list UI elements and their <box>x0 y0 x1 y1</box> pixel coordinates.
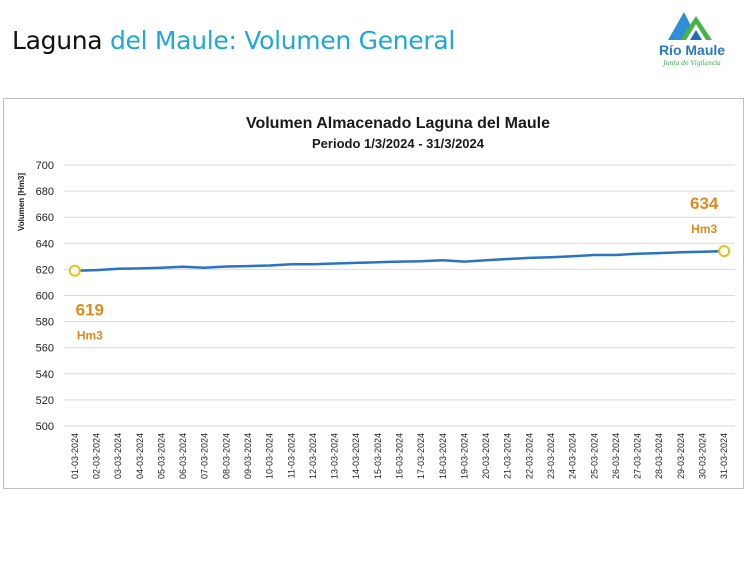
x-tick-23-03-2024: 23-03-2024 <box>546 433 556 479</box>
y-tick-700: 700 <box>36 160 54 172</box>
x-tick-01-03-2024: 01-03-2024 <box>70 433 80 479</box>
x-tick-10-03-2024: 10-03-2024 <box>265 433 275 479</box>
logo-tagline: Junta de Vigilancia <box>663 60 721 67</box>
annotation-start-value: 619 <box>76 301 104 320</box>
page-title-part1: Laguna <box>12 26 103 55</box>
x-tick-13-03-2024: 13-03-2024 <box>330 433 340 479</box>
x-tick-21-03-2024: 21-03-2024 <box>503 433 513 479</box>
x-tick-30-03-2024: 30-03-2024 <box>698 433 708 479</box>
x-tick-22-03-2024: 22-03-2024 <box>524 433 534 479</box>
x-tick-31-03-2024: 31-03-2024 <box>719 433 729 479</box>
y-tick-660: 660 <box>36 212 54 224</box>
y-tick-580: 580 <box>36 317 54 329</box>
x-tick-04-03-2024: 04-03-2024 <box>135 433 145 479</box>
y-tick-640: 640 <box>36 238 54 250</box>
x-tick-06-03-2024: 06-03-2024 <box>178 433 188 479</box>
annotation-start-unit: Hm3 <box>77 329 103 343</box>
x-tick-27-03-2024: 27-03-2024 <box>633 433 643 479</box>
endpoint-marker-0 <box>68 264 81 277</box>
volume-line-chart: Volumen Almacenado Laguna del Maule Peri… <box>17 115 735 479</box>
mountain-logo-icon <box>668 12 712 40</box>
chart-frame: Volumen Almacenado Laguna del Maule Peri… <box>3 98 744 489</box>
x-tick-07-03-2024: 07-03-2024 <box>200 433 210 479</box>
endpoint-marker-30 <box>718 245 731 258</box>
logo-name: Río Maule <box>658 42 726 58</box>
x-tick-17-03-2024: 17-03-2024 <box>416 433 426 479</box>
y-tick-500: 500 <box>36 421 54 433</box>
x-tick-03-03-2024: 03-03-2024 <box>113 433 123 479</box>
y-axis-label: Volumen [Hm3] <box>17 173 26 231</box>
chart-title: Volumen Almacenado Laguna del Maule <box>246 115 550 132</box>
x-tick-24-03-2024: 24-03-2024 <box>568 433 578 479</box>
x-tick-12-03-2024: 12-03-2024 <box>308 433 318 479</box>
x-tick-20-03-2024: 20-03-2024 <box>481 433 491 479</box>
page-title: Laguna del Maule: Volumen General <box>12 26 455 55</box>
x-tick-25-03-2024: 25-03-2024 <box>589 433 599 479</box>
y-tick-600: 600 <box>36 291 54 303</box>
x-tick-05-03-2024: 05-03-2024 <box>156 433 166 479</box>
grid-layer <box>64 164 735 427</box>
rio-maule-logo: Río Maule Junta de Vigilancia <box>646 8 738 74</box>
y-tick-labels: 500 520 540 560 580 600 620 640 660 680 700 <box>36 160 54 433</box>
annotation-layer: 619 Hm3 634 Hm3 <box>76 194 719 343</box>
x-tick-28-03-2024: 28-03-2024 <box>654 433 664 479</box>
x-tick-16-03-2024: 16-03-2024 <box>395 433 405 479</box>
x-tick-labels: 01-03-2024 02-03-2024 03-03-2024 04-03-2024… <box>70 433 729 479</box>
x-tick-14-03-2024: 14-03-2024 <box>351 433 361 479</box>
y-tick-680: 680 <box>36 186 54 198</box>
y-tick-540: 540 <box>36 369 54 381</box>
y-tick-560: 560 <box>36 343 54 355</box>
x-tick-09-03-2024: 09-03-2024 <box>243 433 253 479</box>
x-tick-08-03-2024: 08-03-2024 <box>221 433 231 479</box>
annotation-end-unit: Hm3 <box>691 222 717 236</box>
x-tick-11-03-2024: 11-03-2024 <box>286 433 296 478</box>
x-tick-29-03-2024: 29-03-2024 <box>676 433 686 479</box>
annotation-end-value: 634 <box>690 194 719 213</box>
x-tick-02-03-2024: 02-03-2024 <box>91 433 101 479</box>
series-layer <box>68 245 731 277</box>
series-line-0 <box>74 249 725 272</box>
x-tick-18-03-2024: 18-03-2024 <box>438 433 448 479</box>
x-tick-15-03-2024: 15-03-2024 <box>373 433 383 479</box>
x-tick-19-03-2024: 19-03-2024 <box>459 433 469 479</box>
chart-subtitle: Periodo 1/3/2024 - 31/3/2024 <box>312 136 485 151</box>
y-tick-520: 520 <box>36 395 54 407</box>
y-tick-620: 620 <box>36 264 54 276</box>
page-title-part2: del Maule: Volumen General <box>102 26 456 55</box>
x-tick-26-03-2024: 26-03-2024 <box>611 433 621 479</box>
